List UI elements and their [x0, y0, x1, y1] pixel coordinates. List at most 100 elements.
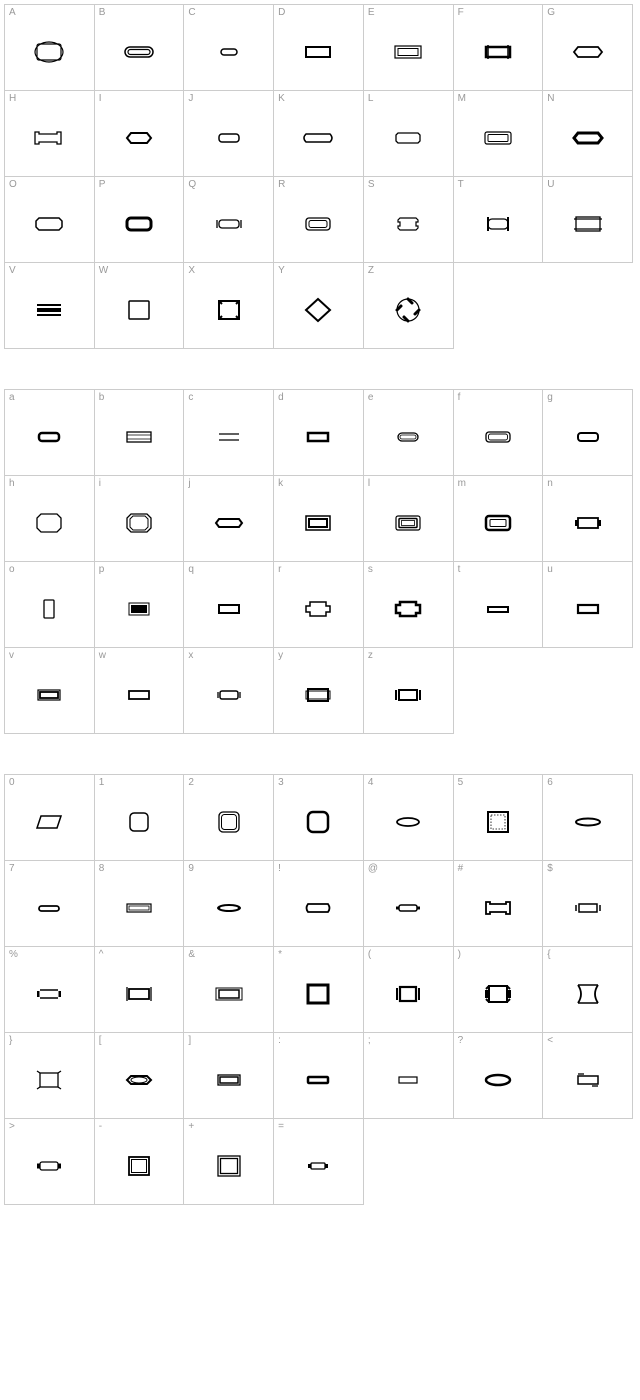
- char-label: >: [9, 1122, 15, 1132]
- char-label: g: [547, 393, 553, 403]
- char-glyph: [364, 562, 453, 647]
- char-glyph: [364, 1033, 453, 1118]
- char-label: R: [278, 180, 285, 190]
- char-cell: e: [364, 390, 454, 476]
- char-cell: +: [184, 1119, 274, 1205]
- char-label: 0: [9, 778, 15, 788]
- char-glyph: [274, 861, 363, 946]
- char-cell: N: [543, 91, 633, 177]
- char-label: C: [188, 8, 195, 18]
- char-glyph: [184, 390, 273, 475]
- char-glyph: [274, 562, 363, 647]
- char-label: k: [278, 479, 283, 489]
- char-glyph: [274, 648, 363, 733]
- char-label: L: [368, 94, 374, 104]
- char-glyph: [184, 476, 273, 561]
- char-cell: !: [274, 861, 364, 947]
- char-cell: 2: [184, 775, 274, 861]
- char-glyph: [5, 1119, 94, 1204]
- char-label: J: [188, 94, 193, 104]
- char-cell: c: [184, 390, 274, 476]
- char-label: x: [188, 651, 193, 661]
- char-cell: %: [5, 947, 95, 1033]
- char-cell: a: [5, 390, 95, 476]
- char-glyph: [364, 5, 453, 90]
- char-label: o: [9, 565, 15, 575]
- char-glyph: [184, 648, 273, 733]
- char-cell: 0: [5, 775, 95, 861]
- char-label: ;: [368, 1036, 371, 1046]
- char-glyph: [454, 947, 543, 1032]
- char-label: w: [99, 651, 106, 661]
- char-glyph: [454, 861, 543, 946]
- char-cell: 4: [364, 775, 454, 861]
- char-cell: n: [543, 476, 633, 562]
- char-glyph: [454, 5, 543, 90]
- char-glyph: [364, 648, 453, 733]
- char-glyph: [95, 5, 184, 90]
- char-glyph: [543, 861, 632, 946]
- char-label: !: [278, 864, 281, 874]
- char-label: D: [278, 8, 285, 18]
- char-cell: *: [274, 947, 364, 1033]
- char-label: O: [9, 180, 17, 190]
- char-cell: s: [364, 562, 454, 648]
- char-label: I: [99, 94, 102, 104]
- char-cell: W: [95, 263, 185, 349]
- char-cell: &: [184, 947, 274, 1033]
- char-cell: ?: [454, 1033, 544, 1119]
- char-cell: S: [364, 177, 454, 263]
- char-glyph: [5, 775, 94, 860]
- char-label: S: [368, 180, 375, 190]
- char-label: a: [9, 393, 15, 403]
- char-glyph: [543, 5, 632, 90]
- char-cell: Y: [274, 263, 364, 349]
- char-label: :: [278, 1036, 281, 1046]
- char-cell: O: [5, 177, 95, 263]
- char-label: X: [188, 266, 195, 276]
- char-label: H: [9, 94, 16, 104]
- char-cell: m: [454, 476, 544, 562]
- char-glyph: [5, 476, 94, 561]
- char-label: }: [9, 1036, 12, 1046]
- char-label: U: [547, 180, 554, 190]
- char-label: P: [99, 180, 106, 190]
- char-cell-empty: [454, 263, 544, 349]
- char-cell: =: [274, 1119, 364, 1205]
- char-label: <: [547, 1036, 553, 1046]
- char-glyph: [5, 177, 94, 262]
- char-glyph: [274, 476, 363, 561]
- char-cell: p: [95, 562, 185, 648]
- char-label: B: [99, 8, 106, 18]
- char-glyph: [95, 775, 184, 860]
- char-glyph: [184, 91, 273, 176]
- char-label: s: [368, 565, 373, 575]
- char-label: t: [458, 565, 461, 575]
- char-cell: #: [454, 861, 544, 947]
- char-label: l: [368, 479, 370, 489]
- char-label: ?: [458, 1036, 464, 1046]
- char-label: z: [368, 651, 373, 661]
- char-cell: 9: [184, 861, 274, 947]
- char-label: {: [547, 950, 550, 960]
- char-cell: j: [184, 476, 274, 562]
- char-cell: E: [364, 5, 454, 91]
- char-glyph: [184, 861, 273, 946]
- char-cell: $: [543, 861, 633, 947]
- char-cell: U: [543, 177, 633, 263]
- char-glyph: [543, 177, 632, 262]
- char-cell: 5: [454, 775, 544, 861]
- char-glyph: [5, 861, 94, 946]
- char-cell: x: [184, 648, 274, 734]
- char-cell: g: [543, 390, 633, 476]
- char-glyph: [184, 263, 273, 348]
- char-label: p: [99, 565, 105, 575]
- char-cell: z: [364, 648, 454, 734]
- char-label: b: [99, 393, 105, 403]
- char-glyph: [95, 648, 184, 733]
- char-cell: X: [184, 263, 274, 349]
- char-label: 9: [188, 864, 194, 874]
- char-glyph: [184, 177, 273, 262]
- char-label: +: [188, 1122, 194, 1132]
- char-label: y: [278, 651, 283, 661]
